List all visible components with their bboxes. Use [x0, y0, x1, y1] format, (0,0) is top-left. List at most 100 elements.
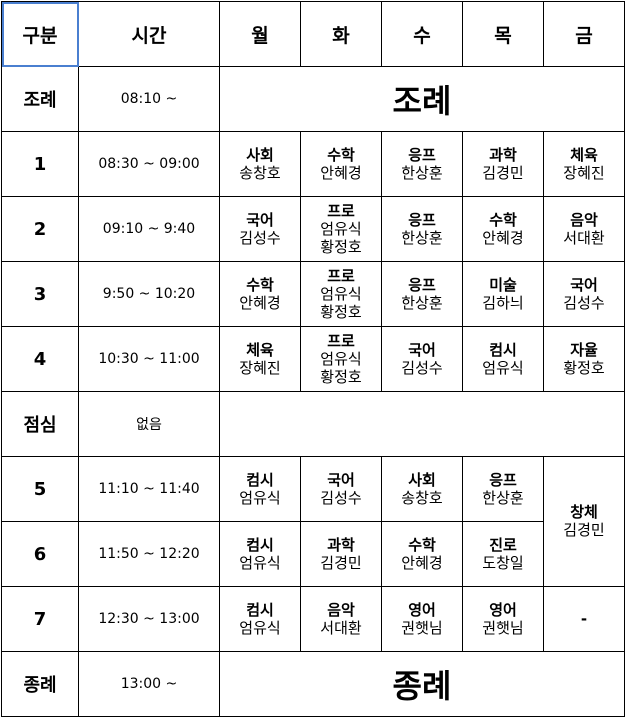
- subject-name: 사회: [246, 145, 274, 164]
- class-cell-mon[interactable]: 수학 안혜경: [219, 261, 301, 327]
- class-cell-fri[interactable]: 체육 장혜진: [543, 131, 625, 197]
- subject-name: 체육: [570, 145, 598, 164]
- period-label-cell[interactable]: 2: [1, 196, 79, 262]
- subject-name: 사회: [408, 470, 436, 489]
- class-cell-wed[interactable]: 수학 안혜경: [381, 521, 463, 587]
- class-cell-tue[interactable]: 음악 서대환: [300, 586, 382, 652]
- class-cell-wed[interactable]: 국어 김성수: [381, 326, 463, 392]
- lunch-label-cell[interactable]: 점심: [1, 391, 79, 457]
- class-cell-fri[interactable]: -: [543, 586, 625, 652]
- teacher-name: 김성수: [401, 358, 443, 377]
- assembly-banner: 조례: [392, 82, 452, 120]
- header-day-mon[interactable]: 월: [219, 1, 301, 67]
- subject-name: 미술: [489, 275, 517, 294]
- closing-banner-cell[interactable]: 종례: [219, 651, 625, 717]
- class-cell-mon[interactable]: 컴시 엄유식: [219, 521, 301, 587]
- assembly-label-cell[interactable]: 조례: [1, 66, 79, 132]
- subject-name: 체육: [246, 340, 274, 359]
- lunch-empty-cell[interactable]: [219, 391, 625, 457]
- class-cell-mon[interactable]: 국어 김성수: [219, 196, 301, 262]
- header-row: 구분 시간 월 화 수 목 금: [1, 1, 625, 67]
- class-cell-tue[interactable]: 프로 엄유식 황정호: [300, 326, 382, 392]
- teacher-name: 권햇님: [401, 618, 443, 637]
- period-label-cell[interactable]: 6: [1, 521, 79, 587]
- period-label-cell[interactable]: 7: [1, 586, 79, 652]
- lunch-label: 점심: [23, 415, 57, 436]
- period-label-cell[interactable]: 4: [1, 326, 79, 392]
- period-time-cell[interactable]: 08:30 ~ 09:00: [78, 131, 220, 197]
- teacher-name: 한상훈: [401, 293, 443, 312]
- class-cell-thu[interactable]: 응프 한상훈: [462, 456, 544, 522]
- class-cell-mon[interactable]: 컴시 엄유식: [219, 586, 301, 652]
- day-label: 금: [575, 24, 593, 47]
- teacher-name: 엄유식: [320, 349, 362, 368]
- period-time: 08:30 ~ 09:00: [98, 156, 200, 172]
- subject-name: 컴시: [246, 470, 274, 489]
- subject-name: 프로: [327, 201, 355, 220]
- class-cell-fri[interactable]: 음악 서대환: [543, 196, 625, 262]
- header-day-wed[interactable]: 수: [381, 1, 463, 67]
- class-cell-fri-merged[interactable]: 창체 김경민: [543, 456, 625, 587]
- header-day-tue[interactable]: 화: [300, 1, 382, 67]
- period-time-cell[interactable]: 11:50 ~ 12:20: [78, 521, 220, 587]
- class-cell-tue[interactable]: 프로 엄유식 황정호: [300, 196, 382, 262]
- class-cell-wed[interactable]: 응프 한상훈: [381, 131, 463, 197]
- class-cell-thu[interactable]: 컴시 엄유식: [462, 326, 544, 392]
- closing-row: 종례 13:00 ~ 종례: [1, 651, 625, 717]
- class-cell-wed[interactable]: 사회 송창호: [381, 456, 463, 522]
- subject-name: 국어: [246, 210, 274, 229]
- teacher-name: 엄유식: [239, 553, 281, 572]
- closing-time-cell[interactable]: 13:00 ~: [78, 651, 220, 717]
- period-row-1: 1 08:30 ~ 09:00 사회 송창호 수학 안혜경 응프 한상훈 과학 김경민 체육 장혜진: [1, 131, 625, 197]
- class-cell-wed[interactable]: 영어 권햇님: [381, 586, 463, 652]
- period-label-cell[interactable]: 1: [1, 131, 79, 197]
- period-time-cell[interactable]: 11:10 ~ 11:40: [78, 456, 220, 522]
- period-label-cell[interactable]: 3: [1, 261, 79, 327]
- subject-name: 자율: [570, 340, 598, 359]
- teacher-name: 장혜진: [563, 163, 605, 182]
- period-time-cell[interactable]: 10:30 ~ 11:00: [78, 326, 220, 392]
- subject-name: 창체: [570, 503, 598, 521]
- teacher-name: 장혜진: [239, 358, 281, 377]
- teacher-name: 안혜경: [482, 228, 524, 247]
- period-row-7: 7 12:30 ~ 13:00 컴시 엄유식 음악 서대환 영어 권햇님 영어 권햇님 -: [1, 586, 625, 652]
- class-cell-mon[interactable]: 컴시 엄유식: [219, 456, 301, 522]
- class-cell-wed[interactable]: 응프 한상훈: [381, 196, 463, 262]
- header-time-cell[interactable]: 시간: [78, 1, 220, 67]
- period-time-cell[interactable]: 12:30 ~ 13:00: [78, 586, 220, 652]
- class-cell-fri[interactable]: 자율 황정호: [543, 326, 625, 392]
- subject-name: 과학: [489, 145, 517, 164]
- class-cell-tue[interactable]: 과학 김경민: [300, 521, 382, 587]
- class-cell-mon[interactable]: 사회 송창호: [219, 131, 301, 197]
- closing-label: 종례: [23, 675, 57, 696]
- class-cell-tue[interactable]: 수학 안혜경: [300, 131, 382, 197]
- class-cell-thu[interactable]: 진로 도창일: [462, 521, 544, 587]
- period-time-cell[interactable]: 9:50 ~ 10:20: [78, 261, 220, 327]
- period-row-5: 5 11:10 ~ 11:40 컴시 엄유식 국어 김성수 사회 송창호 응프 한상훈 창체 김경민: [1, 456, 625, 587]
- class-cell-thu[interactable]: 영어 권햇님: [462, 586, 544, 652]
- class-cell-fri[interactable]: 국어 김성수: [543, 261, 625, 327]
- class-cell-thu[interactable]: 미술 김하늬: [462, 261, 544, 327]
- subject-name: 프로: [327, 331, 355, 350]
- assembly-banner-cell[interactable]: 조례: [219, 66, 625, 132]
- period-label: 2: [33, 218, 47, 240]
- class-cell-wed[interactable]: 응프 한상훈: [381, 261, 463, 327]
- period-time-cell[interactable]: 09:10 ~ 9:40: [78, 196, 220, 262]
- teacher-name: 엄유식: [239, 488, 281, 507]
- header-day-thu[interactable]: 목: [462, 1, 544, 67]
- assembly-time-cell[interactable]: 08:10 ~: [78, 66, 220, 132]
- closing-label-cell[interactable]: 종례: [1, 651, 79, 717]
- lunch-time-cell[interactable]: 없음: [78, 391, 220, 457]
- class-cell-tue[interactable]: 프로 엄유식 황정호: [300, 261, 382, 327]
- class-cell-mon[interactable]: 체육 장혜진: [219, 326, 301, 392]
- teacher-name: 안혜경: [239, 293, 281, 312]
- header-day-fri[interactable]: 금: [543, 1, 625, 67]
- period-label-cell[interactable]: 5: [1, 456, 79, 522]
- teacher-name: 한상훈: [401, 228, 443, 247]
- class-cell-tue[interactable]: 국어 김성수: [300, 456, 382, 522]
- class-cell-thu[interactable]: 수학 안혜경: [462, 196, 544, 262]
- teacher-name: 황정호: [320, 367, 362, 386]
- header-category-cell[interactable]: 구분: [1, 1, 79, 67]
- class-cell-thu[interactable]: 과학 김경민: [462, 131, 544, 197]
- period-row-6: 6 11:50 ~ 12:20 컴시 엄유식 과학 김경민 수학 안혜경 진로 도창일: [1, 521, 625, 587]
